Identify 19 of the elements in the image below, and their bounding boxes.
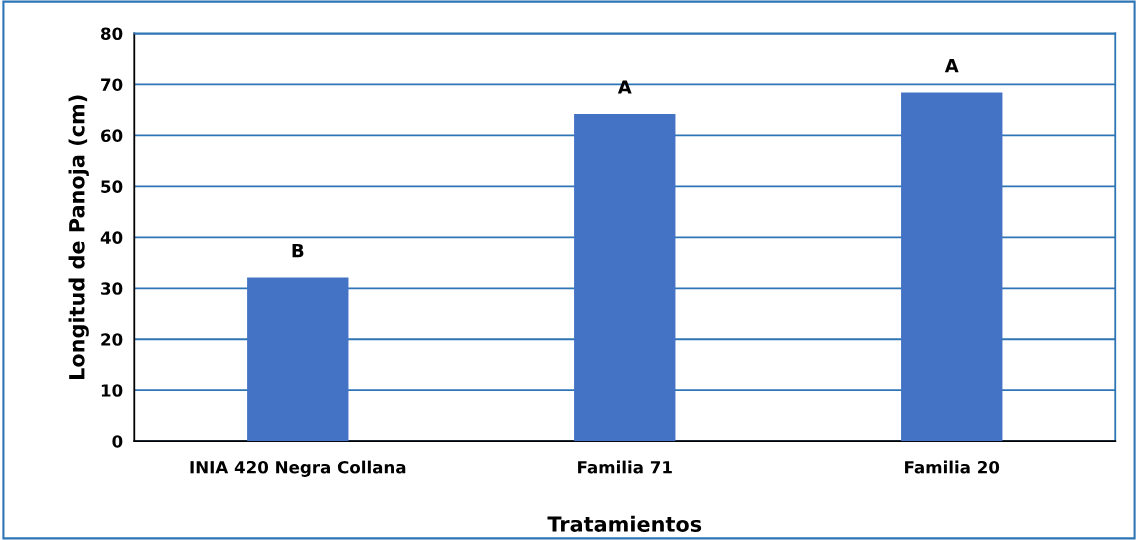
y-tick-label: 20 [101,333,123,346]
x-tick-label: INIA 420 Negra Collana [190,460,406,477]
annotation: A [944,59,959,73]
y-tick-label: 40 [100,231,123,244]
y-axis-title: Longitud de Panoja (cm) [68,95,89,380]
bar [247,277,349,442]
y-tick-label: 30 [101,282,123,295]
bar [574,114,676,442]
y-tick-label: 80 [101,27,123,41]
x-axis-title: Tratamientos [547,515,702,532]
x-tick-label: Familia 20 [905,460,1000,474]
y-tick-label: 10 [101,384,123,397]
y-tick-label: 60 [101,129,123,142]
bar [901,92,1003,442]
y-tick-label: 50 [101,180,123,193]
annotation: B [292,244,304,258]
y-tick-label: 70 [101,78,123,92]
x-tick-label: Familia 71 [578,460,672,474]
y-tick-label: 0 [112,435,123,448]
